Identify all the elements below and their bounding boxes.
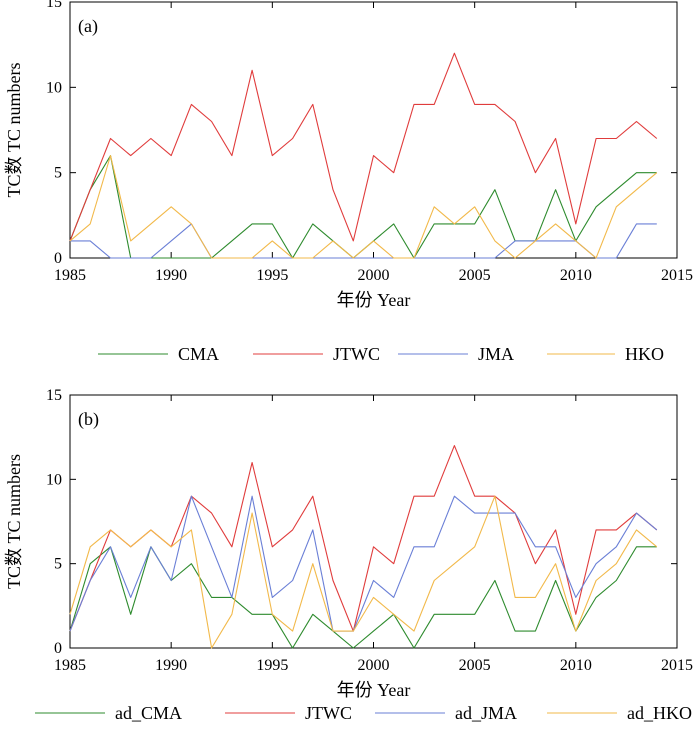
legend-label: ad_JMA bbox=[455, 703, 517, 723]
y-tick-label: 0 bbox=[54, 250, 62, 267]
x-tick-label: 2000 bbox=[358, 657, 390, 674]
plot-frame bbox=[69, 1, 678, 259]
legend-label: HKO bbox=[625, 344, 664, 364]
x-tick-label: 2015 bbox=[661, 657, 693, 674]
x-tick-label: 1985 bbox=[54, 657, 86, 674]
y-axis-title: TC数 TC numbers bbox=[4, 63, 24, 198]
x-tick-label: 1985 bbox=[54, 267, 86, 284]
plot-frame bbox=[69, 394, 678, 649]
series-line-ad-hko bbox=[69, 495, 658, 649]
legend-label: JMA bbox=[478, 344, 514, 364]
x-tick-label: 1995 bbox=[256, 657, 288, 674]
y-tick-label: 15 bbox=[46, 0, 62, 11]
series-line-ad-jma bbox=[69, 495, 658, 632]
y-tick-label: 10 bbox=[46, 79, 62, 96]
legend: CMA JTWC JMA HKO bbox=[98, 344, 664, 364]
legend: ad_CMA JTWC ad_JMA ad_HKO bbox=[35, 703, 692, 723]
y-tick-label: 5 bbox=[54, 556, 62, 573]
x-tick-label: 1995 bbox=[256, 267, 288, 284]
x-tick-label: 2000 bbox=[358, 267, 390, 284]
legend-label: JTWC bbox=[305, 703, 352, 723]
series-line-cma bbox=[69, 155, 657, 259]
panel-label: (a) bbox=[78, 16, 98, 37]
series-line-hko bbox=[69, 155, 658, 259]
y-tick-label: 15 bbox=[46, 387, 62, 404]
legend-label: CMA bbox=[178, 344, 219, 364]
series-line-ad-cma bbox=[69, 546, 657, 649]
chart-panel-b: 0 5 10 15 1985 1990 1995 2000 2005 2010 2015 (b) 年份 … bbox=[4, 387, 693, 723]
x-tick-label: 2005 bbox=[459, 657, 491, 674]
chart-panel-a: 0 5 10 15 1985 1990 1995 2000 2005 2010 2015 (a) 年份 … bbox=[4, 0, 693, 364]
x-tick-label: 1990 bbox=[155, 657, 187, 674]
x-tick-label: 1990 bbox=[155, 267, 187, 284]
x-tick-label: 2010 bbox=[560, 267, 592, 284]
series-line-jtwc bbox=[69, 445, 658, 632]
x-tick-label: 2005 bbox=[459, 267, 491, 284]
series-line-jma bbox=[70, 223, 657, 259]
y-tick-label: 5 bbox=[54, 165, 62, 182]
x-tick-label: 2015 bbox=[661, 267, 693, 284]
x-axis-title: 年份 Year bbox=[337, 290, 411, 310]
y-tick-label: 0 bbox=[54, 640, 62, 657]
x-tick-label: 2010 bbox=[560, 657, 592, 674]
x-axis-title: 年份 Year bbox=[337, 680, 411, 700]
legend-label: JTWC bbox=[333, 344, 380, 364]
series-line-jtwc bbox=[69, 52, 658, 242]
y-tick-label: 10 bbox=[46, 471, 62, 488]
y-axis-title: TC数 TC numbers bbox=[4, 454, 24, 589]
panel-label: (b) bbox=[78, 409, 99, 430]
legend-label: ad_CMA bbox=[115, 703, 182, 723]
legend-label: ad_HKO bbox=[627, 703, 692, 723]
